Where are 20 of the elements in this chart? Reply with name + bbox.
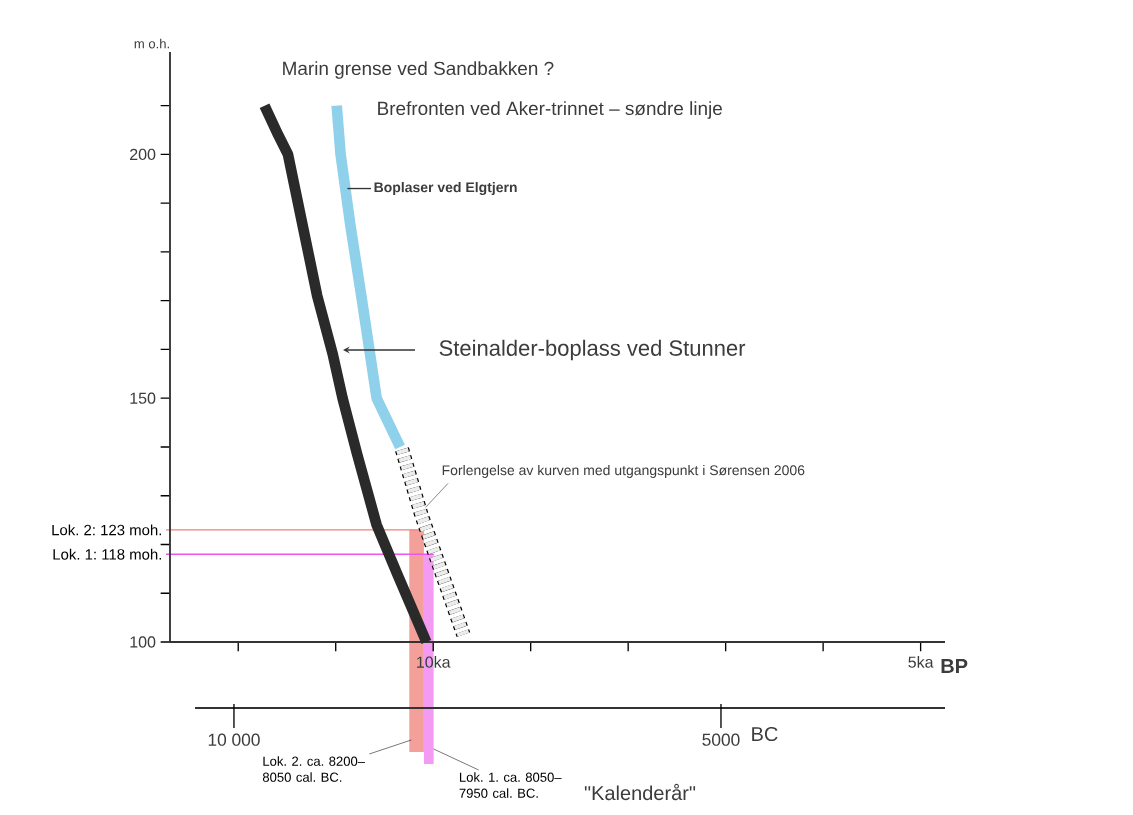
annotation: Forlengelse av kurven med utgangspunkt i Sørensen 2006 [442,464,805,478]
x2-axis-title: BC [752,726,778,742]
x2-tick-label: 5000 [702,733,740,746]
text: "Kalenderår" [584,783,696,801]
x-axis-title: BP [941,659,968,673]
band-label: Lok. 1. ca. 8050–7950 cal. BC. [459,772,562,798]
y-tick-label: 150 [130,392,156,404]
x-tick-label: 10ka [417,656,451,668]
ref-line-label: Lok. 1: 118 moh. [53,548,162,560]
x-tick-label: 5ka [908,656,934,668]
x2-tick-label: 10 000 [208,733,260,746]
ref-line-label: Lok. 2: 123 moh. [52,524,162,536]
band-label: Lok. 2. ca. 8200–8050 cal. BC. [262,756,366,782]
y-tick-label: 200 [130,148,156,161]
y-axis-title: m o.h. [134,38,169,49]
y-tick-label: 100 [130,636,156,648]
annotation: Brefronten ved Aker-trinnet – søndre linje [378,101,722,119]
annotation: Boplaser ved Elgtjern [374,181,517,196]
annotation: Steinalder-boplass ved Stunner [439,339,746,361]
chart-title: Marin grense ved Sandbakken ? [283,61,554,79]
